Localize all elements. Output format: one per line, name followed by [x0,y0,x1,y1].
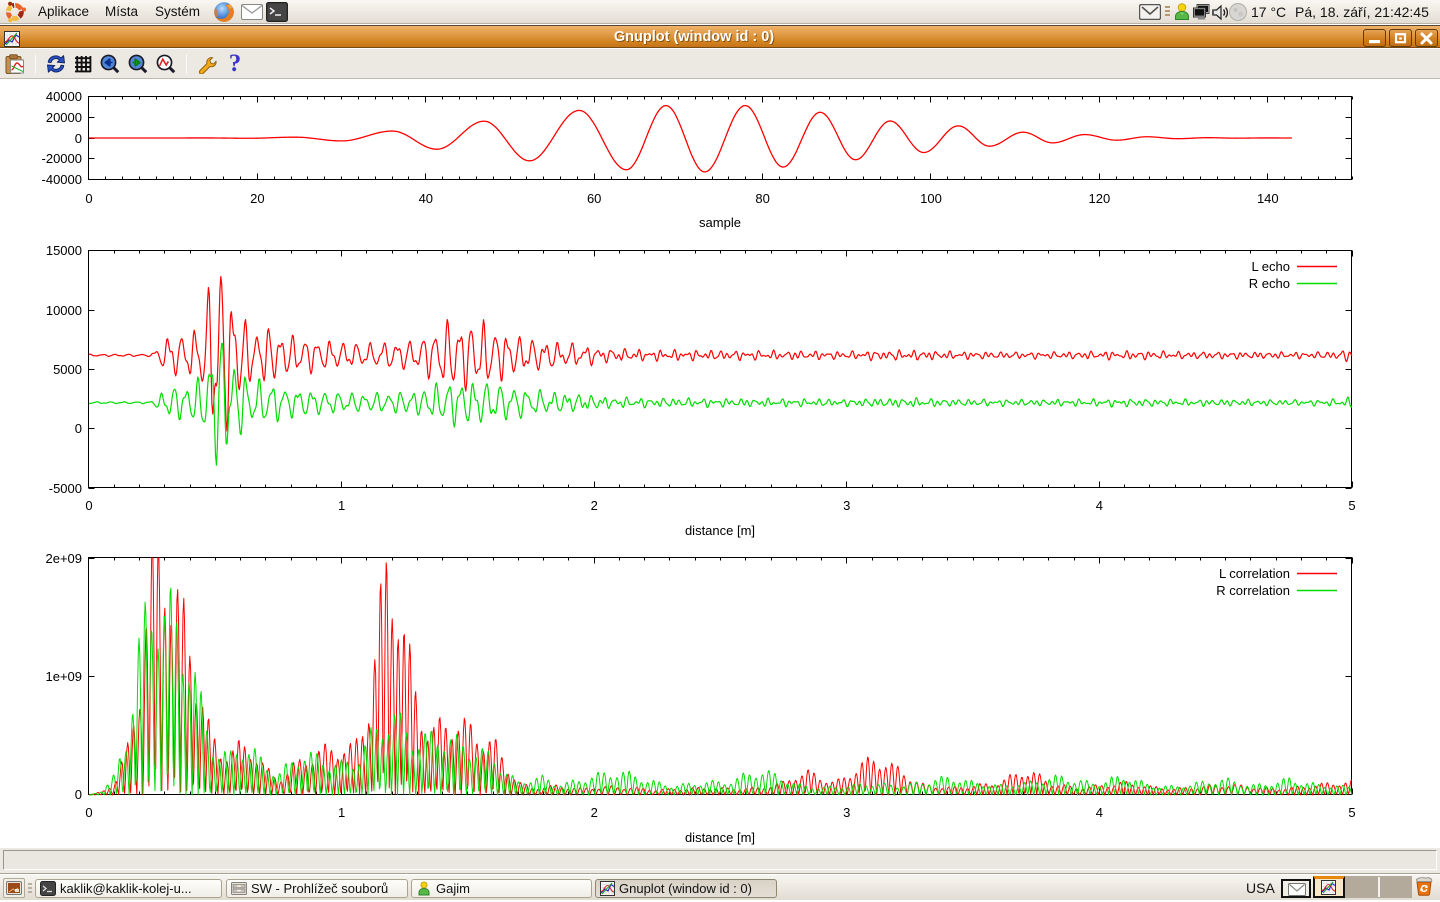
svg-text:4: 4 [1096,805,1103,820]
svg-text:2: 2 [591,805,598,820]
svg-text:L echo: L echo [1251,259,1290,274]
svg-text:-20000: -20000 [42,151,82,166]
svg-text:15000: 15000 [46,243,82,258]
svg-text:R echo: R echo [1249,276,1290,291]
svg-text:R correlation: R correlation [1216,583,1290,598]
svg-text:80: 80 [755,191,769,206]
svg-text:40000: 40000 [46,89,82,104]
svg-text:5000: 5000 [53,362,82,377]
svg-text:distance [m]: distance [m] [685,523,755,538]
svg-text:2e+09: 2e+09 [45,551,82,566]
svg-text:60: 60 [587,191,601,206]
svg-text:?: ? [229,53,242,74]
svg-text:120: 120 [1089,191,1111,206]
svg-text:0: 0 [75,131,82,146]
svg-text:0: 0 [85,805,92,820]
svg-text:4: 4 [1096,498,1103,513]
svg-text:3: 3 [843,498,850,513]
svg-text:1: 1 [338,805,345,820]
svg-text:0: 0 [85,191,92,206]
svg-text:100: 100 [920,191,942,206]
svg-text:sample: sample [699,215,741,230]
svg-text:10000: 10000 [46,303,82,318]
svg-text:20000: 20000 [46,110,82,125]
svg-text:-5000: -5000 [49,481,82,496]
svg-text:1: 1 [338,498,345,513]
svg-text:5: 5 [1348,498,1355,513]
svg-text:distance [m]: distance [m] [685,830,755,845]
svg-text:0: 0 [75,787,82,802]
svg-text:0: 0 [75,421,82,436]
svg-text:-40000: -40000 [42,172,82,187]
svg-text:1e+09: 1e+09 [45,669,82,684]
svg-text:140: 140 [1257,191,1279,206]
svg-text:L correlation: L correlation [1219,566,1290,581]
svg-text:40: 40 [419,191,433,206]
svg-text:0: 0 [85,498,92,513]
svg-text:3: 3 [843,805,850,820]
svg-text:5: 5 [1348,805,1355,820]
svg-text:2: 2 [591,498,598,513]
svg-text:20: 20 [250,191,264,206]
